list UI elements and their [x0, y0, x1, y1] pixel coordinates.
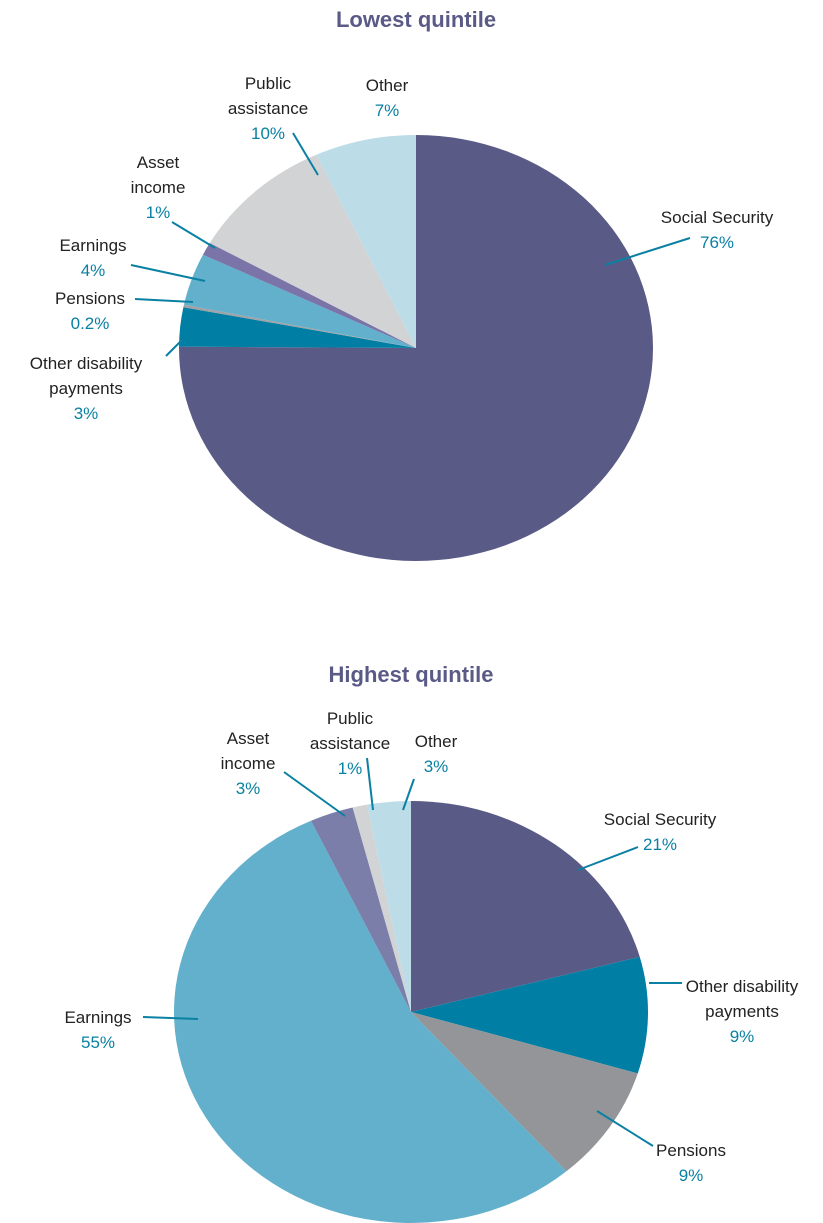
slice-value-label: 9% [678, 1166, 704, 1185]
slice-value-label: 3% [73, 404, 99, 423]
slice-label: Social Security 21% [560, 807, 760, 857]
slice-name: Other [365, 76, 409, 95]
slice-name: Earnings [59, 236, 127, 255]
slice-name: Other [414, 732, 458, 751]
leader-line [134, 298, 194, 303]
pie-slice [411, 956, 648, 1074]
slice-label: Pensions 0.2% [30, 286, 150, 336]
leader-line [366, 757, 374, 811]
slice-value-label: 10% [250, 124, 286, 143]
slice-name: Public assistance [227, 74, 309, 118]
pie-slice [174, 820, 567, 1223]
slice-value-label: 7% [374, 101, 400, 120]
slice-name: Other disability payments [29, 354, 143, 398]
pie-slice [316, 135, 416, 348]
slice-label: Earnings 55% [38, 1005, 158, 1055]
leader-line [292, 132, 319, 176]
slice-label: Public assistance 10% [213, 71, 323, 146]
leader-line [283, 771, 346, 817]
pie-slice [183, 254, 416, 348]
slice-label: Other disability payments 9% [662, 974, 822, 1049]
slice-label: Other 7% [347, 73, 427, 123]
slice-name: Earnings [64, 1008, 132, 1027]
slice-value-label: 9% [729, 1027, 755, 1046]
leader-line [402, 778, 415, 811]
leader-line [596, 1110, 654, 1147]
leader-line [171, 221, 216, 249]
slice-label: Asset income 1% [118, 150, 198, 225]
slice-label: Social Security 76% [617, 205, 817, 255]
pie-slice [411, 801, 640, 1012]
chart-title: Highest quintile [328, 662, 494, 687]
pie-slice [202, 243, 416, 348]
leader-line [604, 237, 691, 266]
slice-name: Public assistance [309, 709, 391, 753]
slice-name: Pensions [55, 289, 125, 308]
slice-value-label: 0.2% [70, 314, 110, 333]
slice-name: Asset income [220, 729, 276, 773]
slice-name: Social Security [603, 810, 717, 829]
slice-value-label: 55% [80, 1033, 116, 1052]
slice-value-label: 76% [699, 233, 735, 252]
leader-line [165, 339, 183, 357]
slice-name: Other disability payments [685, 977, 799, 1021]
slice-label: Other 3% [396, 729, 476, 779]
slice-value-label: 4% [80, 261, 106, 280]
pie-slice [352, 804, 411, 1012]
slice-label: Asset income 3% [208, 726, 288, 801]
slice-label: Pensions 9% [631, 1138, 751, 1188]
slice-value-label: 3% [423, 757, 449, 776]
chart-title: Lowest quintile [335, 7, 497, 32]
leader-line [142, 1016, 199, 1020]
slice-value-label: 21% [642, 835, 678, 854]
slice-value-label: 1% [337, 759, 363, 778]
slice-value-label: 1% [145, 203, 171, 222]
pie-slice [209, 154, 416, 348]
pie-slice [411, 1012, 638, 1172]
pie-slice [311, 807, 411, 1012]
pie-slice [179, 307, 416, 348]
slice-label: Other disability payments 3% [6, 351, 166, 426]
slice-name: Social Security [660, 208, 774, 227]
leader-line [130, 264, 206, 282]
leader-line [577, 846, 639, 871]
slice-label: Earnings 4% [33, 233, 153, 283]
slice-name: Pensions [656, 1141, 726, 1160]
pie-slice [367, 801, 411, 1012]
slice-name: Asset income [130, 153, 186, 197]
pie-slice [183, 304, 416, 348]
slice-value-label: 3% [235, 779, 261, 798]
slice-label: Public assistance 1% [295, 706, 405, 781]
